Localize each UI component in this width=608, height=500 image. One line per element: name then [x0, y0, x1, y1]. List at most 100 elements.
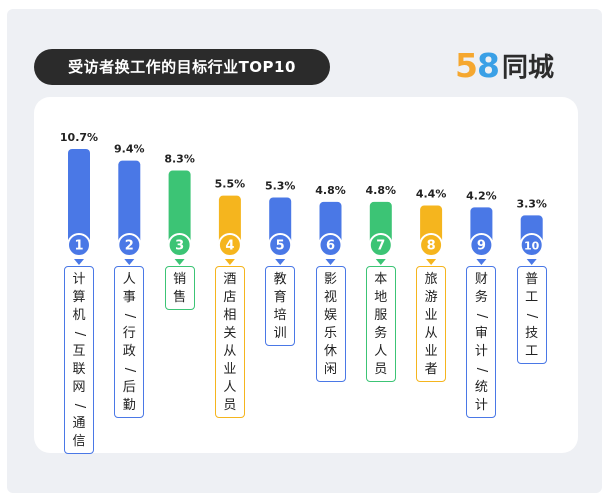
pointer-7: [375, 259, 386, 265]
category-label-char: 务: [474, 290, 488, 305]
category-label-char: 影: [323, 272, 337, 287]
category-label-char: /: [122, 367, 138, 373]
pointer-10: [526, 259, 537, 265]
chart-title: 受访者换工作的目标行业TOP10: [34, 49, 330, 85]
category-label-char: 技: [525, 326, 539, 341]
category-label-char: 普: [525, 272, 539, 287]
value-label-7: 4.8%: [366, 184, 397, 197]
rank-number-6: 6: [326, 239, 335, 254]
category-label-char: /: [474, 313, 490, 319]
category-label-char: 统: [474, 380, 488, 395]
category-label-char: 审: [474, 326, 488, 341]
category-label-char: 员: [374, 362, 388, 377]
logo-digit-8: 8: [476, 45, 500, 85]
category-label-char: 互: [72, 344, 86, 359]
category-label-char: 业: [424, 344, 438, 359]
category-label-char: 闲: [323, 362, 337, 377]
category-label-char: 休: [323, 344, 337, 359]
category-label-char: 计: [474, 344, 488, 359]
category-label-char: 店: [223, 290, 237, 305]
category-label-char: 财: [474, 272, 488, 287]
category-label-char: 服: [374, 308, 388, 323]
category-label-char: 勤: [122, 398, 136, 413]
rank-number-2: 2: [125, 239, 134, 254]
category-label-char: 信: [72, 434, 86, 449]
rank-number-8: 8: [427, 239, 436, 254]
category-label-char: 人: [374, 344, 388, 359]
category-label-char: /: [524, 313, 540, 319]
value-label-1: 10.7%: [60, 131, 98, 144]
pointer-2: [124, 259, 135, 265]
rank-number-7: 7: [376, 239, 385, 254]
pointer-8: [426, 259, 437, 265]
category-label-char: 相: [223, 308, 237, 323]
value-label-2: 9.4%: [114, 143, 145, 156]
category-label-char: 算: [72, 290, 86, 305]
value-label-6: 4.8%: [315, 184, 346, 197]
category-label-char: 业: [424, 308, 438, 323]
category-label-char: 酒: [223, 272, 237, 287]
category-label-char: 工: [525, 344, 539, 359]
value-label-8: 4.4%: [416, 188, 447, 201]
value-label-5: 5.3%: [265, 179, 296, 192]
pointer-1: [74, 259, 84, 265]
category-label-char: /: [122, 313, 138, 319]
category-label-char: 娱: [323, 308, 337, 323]
category-label-char: 行: [122, 326, 136, 341]
category-label-char: 地: [374, 290, 388, 305]
category-label-char: 计: [474, 398, 488, 413]
category-label-3: 销售: [164, 266, 195, 310]
category-label-8: 旅游业从业者: [416, 266, 447, 382]
logo-number: 58: [455, 45, 500, 85]
category-label-char: /: [474, 367, 490, 373]
rank-number-9: 9: [477, 239, 486, 254]
category-label-char: 员: [223, 398, 237, 413]
category-label-char: 务: [374, 326, 388, 341]
category-label-6: 影视娱乐休闲: [315, 266, 346, 382]
rank-number-4: 4: [225, 239, 234, 254]
category-label-char: 网: [72, 380, 86, 395]
category-label-char: 后: [122, 380, 136, 395]
category-label-10: 普工 / 技工: [516, 266, 547, 364]
category-label-char: 联: [72, 362, 86, 377]
rank-badge-2: [117, 233, 142, 257]
rank-number-1: 1: [74, 239, 83, 254]
value-label-9: 4.2%: [466, 189, 497, 202]
pointer-9: [476, 259, 487, 265]
value-label-3: 8.3%: [164, 153, 195, 166]
category-label-char: /: [71, 331, 87, 337]
category-label-char: 售: [173, 290, 187, 305]
category-label-char: 教: [273, 272, 287, 287]
rank-badge-7: [368, 233, 393, 257]
category-label-2: 人事 / 行政 / 后勤: [114, 266, 145, 418]
category-label-4: 酒店相关从业人员: [214, 266, 245, 418]
bar-2: [118, 160, 141, 247]
category-label-char: /: [71, 403, 87, 409]
value-label-4: 5.5%: [215, 178, 246, 191]
category-label-char: 人: [122, 272, 136, 287]
rank-number-5: 5: [276, 239, 285, 254]
category-label-char: 育: [273, 290, 287, 305]
category-label-char: 从: [223, 344, 237, 359]
category-label-char: 机: [72, 308, 86, 323]
category-label-char: 游: [424, 290, 438, 305]
category-label-char: 销: [173, 272, 187, 287]
rank-badge-6: [318, 233, 343, 257]
category-label-char: 从: [424, 326, 438, 341]
pointer-5: [275, 259, 286, 265]
category-label-char: 通: [72, 416, 86, 431]
category-label-char: 者: [424, 362, 438, 377]
category-label-char: 旅: [424, 272, 438, 287]
category-label-char: 工: [525, 290, 539, 305]
bar-3: [168, 170, 191, 247]
chart-card: 10.7% 1 9.4% 2 8.3% 3 5.5% 4 5.3% 5 4.8% 6 4.8% 7 4.4%…: [34, 97, 578, 454]
bar-4: [218, 195, 241, 247]
category-label-7: 本地服务人员: [365, 266, 396, 382]
category-label-char: 事: [122, 290, 136, 305]
pointer-4: [224, 259, 235, 265]
category-label-5: 教育培训: [265, 266, 296, 346]
rank-badge-4: [217, 233, 242, 257]
bar-1: [68, 149, 90, 247]
category-label-char: 乐: [323, 326, 337, 341]
brand-logo: 58 同城: [455, 43, 554, 87]
